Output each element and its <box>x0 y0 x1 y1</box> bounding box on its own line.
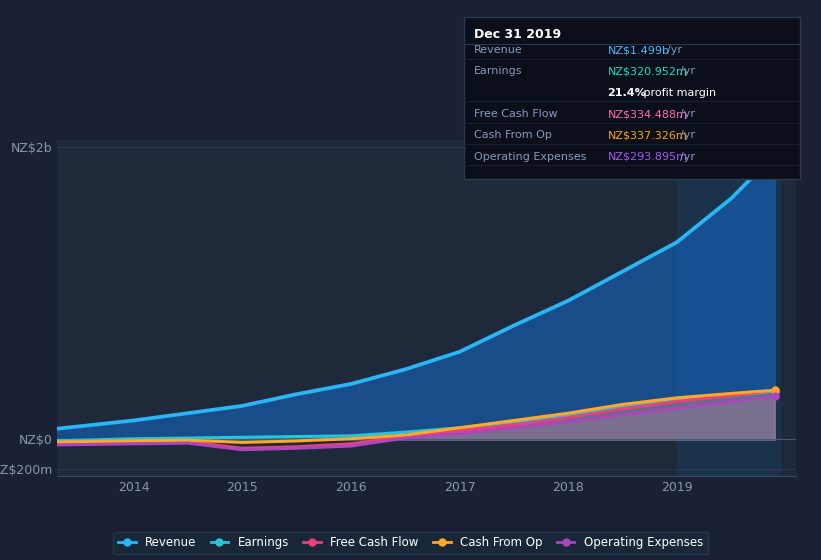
Text: NZ$337.326m: NZ$337.326m <box>608 130 687 141</box>
Text: 21.4%: 21.4% <box>608 88 646 98</box>
Text: Revenue: Revenue <box>474 45 522 55</box>
Text: NZ$1.499b: NZ$1.499b <box>608 45 670 55</box>
Text: /yr: /yr <box>680 152 695 162</box>
Text: Earnings: Earnings <box>474 67 522 77</box>
Text: Operating Expenses: Operating Expenses <box>474 152 586 162</box>
Text: NZ$320.952m: NZ$320.952m <box>608 67 687 77</box>
Text: Dec 31 2019: Dec 31 2019 <box>474 28 561 41</box>
Text: /yr: /yr <box>680 109 695 119</box>
Bar <box>677 140 780 476</box>
Text: NZ$334.488m: NZ$334.488m <box>608 109 687 119</box>
Text: Cash From Op: Cash From Op <box>474 130 552 141</box>
Text: /yr: /yr <box>667 45 681 55</box>
Text: NZ$293.895m: NZ$293.895m <box>608 152 687 162</box>
Text: profit margin: profit margin <box>640 88 717 98</box>
Legend: Revenue, Earnings, Free Cash Flow, Cash From Op, Operating Expenses: Revenue, Earnings, Free Cash Flow, Cash … <box>113 531 708 554</box>
Text: /yr: /yr <box>680 67 695 77</box>
Text: Free Cash Flow: Free Cash Flow <box>474 109 557 119</box>
Text: /yr: /yr <box>680 130 695 141</box>
